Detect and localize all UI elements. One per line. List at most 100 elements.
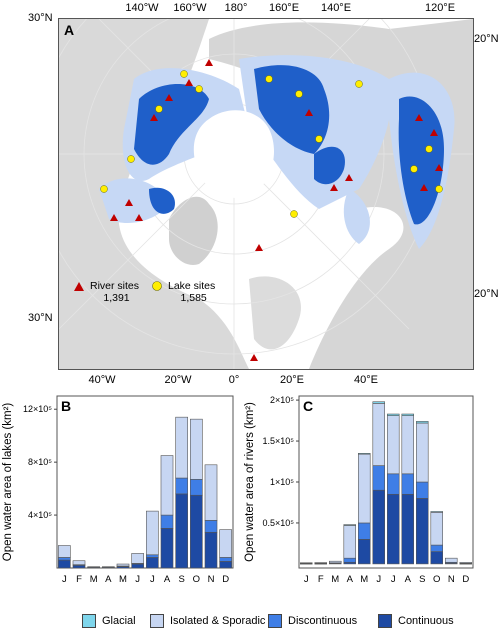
lake-sites [100, 70, 443, 218]
legend-item-glacial: Glacial [82, 614, 136, 628]
bar-segment [387, 473, 400, 495]
map-bottom-tick: 0° [228, 374, 240, 386]
bar-segment [387, 415, 400, 475]
y-tick-label: 8×10⁵ [28, 457, 52, 467]
map-top-tick: 160°E [268, 2, 300, 14]
bar-segment [58, 559, 71, 569]
bar-segment [358, 453, 371, 455]
y-tick-label: 4×10⁵ [28, 510, 52, 520]
bar-segment [401, 415, 414, 475]
legend-item-discontinuous: Discontinuous [268, 614, 357, 628]
legend-swatch [82, 614, 96, 628]
bar-segment [190, 494, 203, 569]
bar-segment [372, 465, 385, 491]
bar-segment [131, 553, 144, 564]
lake-circle-icon [152, 281, 162, 291]
x-tick-label: J [62, 574, 67, 585]
river-legend-label: River sites [90, 280, 140, 292]
europe-south-land [249, 276, 301, 350]
bar-segment [116, 563, 130, 567]
bar-segment [401, 473, 414, 495]
bar-segment [401, 493, 414, 565]
river-sites [110, 59, 443, 361]
charts-svg: B Open water area of lakes (km²) 4×10⁵ 8×10… [2, 395, 474, 585]
map-top-tick: 140°W [125, 2, 159, 14]
bar-segment [430, 551, 443, 565]
y-axis-label: Open water area of lakes (km²) [2, 403, 14, 562]
map-left-tick: 30°N [28, 312, 53, 324]
bar-segment [430, 512, 443, 546]
bar-segment [416, 421, 429, 424]
chart-lakes: B Open water area of lakes (km²) 4×10⁵ 8×10… [2, 395, 234, 585]
map-bottom-tick: 20°E [280, 374, 304, 386]
x-tick-label: S [178, 574, 184, 585]
legend-swatch [378, 614, 392, 628]
map-panel-letter: A [64, 22, 75, 38]
bar-segment [160, 514, 174, 529]
bar-segment [219, 529, 232, 558]
bar-segment [329, 560, 342, 564]
x-tick-label: A [164, 574, 171, 585]
x-tick-label: J [391, 574, 396, 585]
x-tick-label: F [318, 574, 324, 585]
bar-segment [87, 566, 100, 568]
lake-legend: Lake sites 1,585 [152, 280, 215, 304]
bar-segment [358, 539, 371, 565]
bar-segment [343, 557, 356, 563]
bar-segment [204, 464, 218, 521]
map-top-tick: 120°E [424, 2, 456, 14]
x-tick-label: N [208, 574, 215, 585]
bar-segment [190, 418, 203, 480]
x-tick-label: F [76, 574, 82, 585]
bar-segment [343, 524, 356, 526]
legend-swatch [150, 614, 164, 628]
bar-segment [160, 455, 174, 516]
bar-segment [343, 525, 356, 559]
greenland-land [169, 196, 218, 265]
bar-segment [58, 557, 71, 561]
arctic-ocean [193, 110, 274, 198]
y-tick-label: 12×10⁵ [23, 404, 52, 414]
map-bottom-tick: 40°W [88, 374, 116, 386]
bar-segment [146, 557, 159, 569]
bar-segment [445, 557, 458, 563]
chart-rivers: C Open water area of rivers (km²) 0.5×10⁵ 1… [244, 395, 474, 585]
y-tick-label: 1.5×10⁵ [262, 436, 294, 446]
permafrost-continuous [134, 65, 444, 225]
map-right-tick: 20°N [474, 288, 499, 300]
x-tick-label: M [331, 574, 339, 585]
bar-segment [459, 562, 472, 564]
bar-segment [416, 422, 429, 483]
bar-segment [219, 561, 232, 569]
map-top-tick: 140°E [320, 2, 352, 14]
x-tick-label: J [304, 574, 309, 585]
bar-segment [72, 565, 86, 569]
map-bottom-tick: 40°E [354, 374, 378, 386]
x-tick-label: A [405, 574, 412, 585]
x-tick-label: O [433, 574, 440, 585]
bar-segment [204, 531, 218, 569]
bar-segment [372, 401, 385, 404]
bar-segment [175, 477, 188, 495]
polar-map [59, 19, 473, 369]
bar-segment [204, 520, 218, 533]
y-tick-label: 2×10⁵ [270, 395, 294, 405]
river-triangle-icon [74, 281, 84, 291]
bar-segment [72, 560, 86, 565]
x-tick-label: D [462, 574, 469, 585]
legend-label: Isolated & Sporadic [170, 615, 266, 627]
bar-segment [102, 566, 115, 568]
y-axis-label: Open water area of rivers (km²) [244, 402, 256, 562]
map-right-tick: 20°N [474, 33, 499, 45]
legend-label: Glacial [102, 615, 136, 627]
y-tick-label: 1×10⁵ [270, 477, 294, 487]
map-top-tick: 160°W [173, 2, 207, 14]
bar-segment [314, 562, 327, 564]
legend-label: Continuous [398, 615, 454, 627]
bar-segment [131, 563, 144, 569]
x-tick-label: M [119, 574, 127, 585]
bar-segment [401, 413, 414, 416]
bar-segment [387, 493, 400, 565]
bar-segment [358, 522, 371, 540]
legend-item-continuous: Continuous [378, 614, 454, 628]
